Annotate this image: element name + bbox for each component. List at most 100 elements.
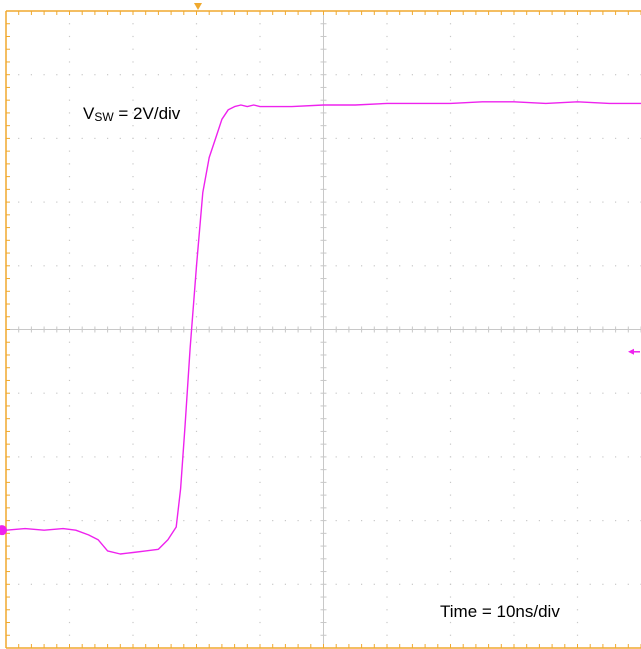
grid-dot [437,392,439,394]
grid-dot [513,303,515,305]
grid-dot [259,405,261,407]
grid-dot [513,137,515,139]
trigger-position-marker [194,3,202,10]
grid-dot [195,188,198,190]
grid-dot [119,520,121,522]
grid-dot [462,265,464,267]
grid-dot [132,316,134,318]
grid-dot [297,201,299,203]
grid-dot [513,201,515,203]
grid-dot [386,23,388,25]
grid-dot [449,137,452,139]
grid-dot [386,507,388,509]
grid-dot [68,481,71,483]
grid-dot [335,265,337,267]
grid-dot [551,137,553,139]
grid-dot [132,418,134,420]
grid-dot [259,570,261,573]
grid-dot [576,35,579,38]
grid-dot [30,583,32,585]
grid-dot [132,303,134,305]
grid-dot [602,137,604,139]
grid-dot [310,392,312,394]
grid-dot [576,481,579,483]
grid-dot [259,188,261,190]
voltage-scale-value: = 2V/div [113,104,181,123]
grid-dot [449,163,452,165]
grid-dot [576,226,579,229]
grid-dot [272,392,274,394]
grid-dot [132,379,134,382]
grid-dot [310,137,312,139]
grid-dot [488,201,490,203]
grid-dot [386,99,388,101]
grid-dot [195,532,198,534]
grid-dot [576,354,579,356]
grid-dot [119,583,121,585]
grid-dot [132,99,134,101]
grid-dot [259,520,261,522]
grid-dot [68,303,71,305]
grid-dot [68,341,71,343]
grid-dot [488,74,490,76]
grid-dot [68,23,71,25]
grid-dot [576,520,579,522]
grid-dot [615,74,617,76]
grid-dot [576,188,579,190]
grid-dot [373,392,375,394]
grid-dot [513,176,515,178]
grid-dot [246,201,248,203]
grid-dot [259,418,261,420]
grid-dot [132,214,134,216]
grid-dot [195,137,198,139]
grid-dot [310,520,312,522]
grid-dot [513,545,515,547]
grid-dot [615,520,617,522]
grid-dot [361,456,363,458]
grid-dot [500,583,502,585]
grid-dot [424,265,426,267]
grid-dot [132,74,134,76]
grid-dot [170,520,172,522]
grid-dot [170,74,172,76]
grid-dot [386,481,388,483]
grid-dot [386,125,388,127]
grid-dot [297,520,299,522]
grid-dot [132,112,134,114]
grid-dot [361,201,363,203]
grid-dot [68,61,71,63]
grid-dot [576,61,579,63]
grid-dot [399,456,401,458]
grid-dot [30,74,32,76]
grid-dot [386,583,388,585]
grid-dot [602,392,604,394]
grid-dot [246,392,248,394]
grid-dot [513,74,515,76]
grid-dot [424,520,426,522]
grid-dot [56,392,58,394]
grid-dot [145,392,147,394]
grid-dot [157,137,159,139]
grid-dot [183,392,185,394]
grid-dot [386,74,388,76]
grid-dot [373,74,375,76]
grid-dot [449,583,452,585]
grid-dot [221,520,223,522]
grid-dot [259,545,261,547]
grid-dot [589,520,591,522]
grid-dot [437,583,439,585]
grid-dot [94,520,96,522]
grid-dot [373,456,375,458]
grid-dot [386,469,388,471]
grid-dot [195,277,198,280]
grid-dot [513,354,515,356]
grid-dot [132,609,134,611]
grid-dot [221,456,223,458]
grid-dot [538,392,540,394]
grid-dot [132,443,134,445]
grid-dot [195,392,198,394]
grid-dot [68,201,71,203]
grid-dot [576,112,579,114]
grid-dot [538,265,540,267]
